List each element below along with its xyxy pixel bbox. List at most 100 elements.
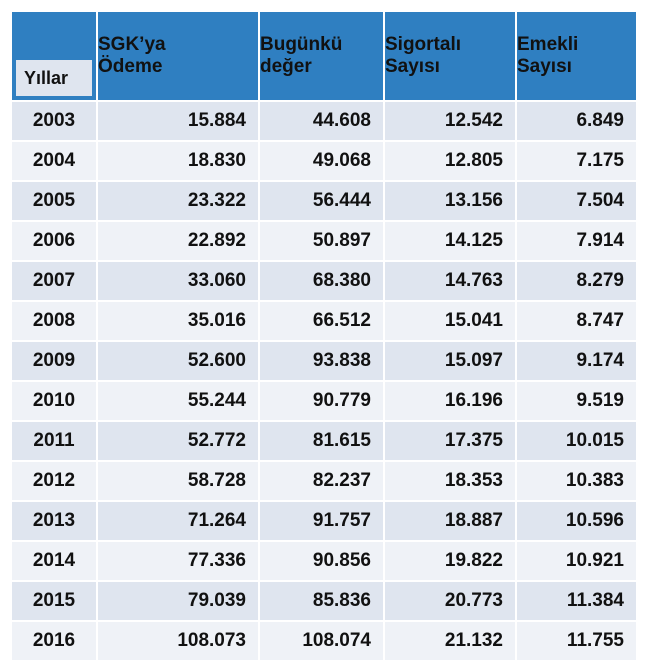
sigortali-cell: 13.156 — [383, 180, 517, 222]
sigortali-cell: 18.353 — [383, 460, 517, 502]
sgk-cell: 58.728 — [96, 460, 260, 502]
header-row: Yıllar SGK’ya Ödeme Bugünkü değer Sigort… — [10, 10, 638, 102]
emekli-header-line2: Sayısı — [517, 56, 572, 77]
sgk-cell: 55.244 — [96, 380, 260, 422]
emekli-cell: 7.504 — [515, 180, 638, 222]
emekli-cell: 8.279 — [515, 260, 638, 302]
bugunku-cell: 108.074 — [258, 620, 385, 662]
header-cell-years: Yıllar — [10, 10, 98, 102]
year-cell: 2012 — [10, 460, 98, 502]
table-row: 2003 15.884 44.608 12.542 6.849 — [10, 100, 638, 142]
emekli-cell: 9.519 — [515, 380, 638, 422]
bugunku-cell: 44.608 — [258, 100, 385, 142]
sigortali-cell: 18.887 — [383, 500, 517, 542]
years-header-label: Yıllar — [16, 60, 92, 96]
emekli-cell: 11.384 — [515, 580, 638, 622]
sgk-cell: 35.016 — [96, 300, 260, 342]
year-cell: 2010 — [10, 380, 98, 422]
emekli-cell: 8.747 — [515, 300, 638, 342]
bugunku-header-line1: Bugünkü — [260, 34, 343, 55]
emekli-cell: 7.175 — [515, 140, 638, 182]
emekli-cell: 7.914 — [515, 220, 638, 262]
sigortali-cell: 21.132 — [383, 620, 517, 662]
year-cell: 2014 — [10, 540, 98, 582]
sigortali-cell: 20.773 — [383, 580, 517, 622]
header-cell-sgk: SGK’ya Ödeme — [96, 10, 260, 102]
sigortali-cell: 15.097 — [383, 340, 517, 382]
table-row: 2015 79.039 85.836 20.773 11.384 — [10, 580, 638, 622]
emekli-cell: 10.015 — [515, 420, 638, 462]
data-table: Yıllar SGK’ya Ödeme Bugünkü değer Sigort… — [10, 10, 638, 662]
table-row: 2014 77.336 90.856 19.822 10.921 — [10, 540, 638, 582]
year-cell: 2005 — [10, 180, 98, 222]
table-row: 2011 52.772 81.615 17.375 10.015 — [10, 420, 638, 462]
sigortali-cell: 14.125 — [383, 220, 517, 262]
sigortali-cell: 16.196 — [383, 380, 517, 422]
bugunku-cell: 66.512 — [258, 300, 385, 342]
year-cell: 2006 — [10, 220, 98, 262]
table-row: 2006 22.892 50.897 14.125 7.914 — [10, 220, 638, 262]
sgk-cell: 23.322 — [96, 180, 260, 222]
table-body: 2003 15.884 44.608 12.542 6.849 2004 18.… — [10, 100, 638, 662]
sigortali-cell: 12.805 — [383, 140, 517, 182]
year-cell: 2009 — [10, 340, 98, 382]
sigortali-header-line1: Sigortalı — [385, 34, 462, 55]
sigortali-header-line2: Sayısı — [385, 56, 440, 77]
bugunku-cell: 82.237 — [258, 460, 385, 502]
bugunku-cell: 90.779 — [258, 380, 385, 422]
sgk-cell: 71.264 — [96, 500, 260, 542]
sgk-cell: 18.830 — [96, 140, 260, 182]
table-row: 2013 71.264 91.757 18.887 10.596 — [10, 500, 638, 542]
emekli-cell: 10.596 — [515, 500, 638, 542]
year-cell: 2004 — [10, 140, 98, 182]
sgk-cell: 15.884 — [96, 100, 260, 142]
bugunku-cell: 49.068 — [258, 140, 385, 182]
bugunku-cell: 85.836 — [258, 580, 385, 622]
header-cell-bugunku: Bugünkü değer — [258, 10, 385, 102]
emekli-cell: 6.849 — [515, 100, 638, 142]
bugunku-cell: 56.444 — [258, 180, 385, 222]
sgk-header-line1: SGK’ya — [98, 34, 166, 55]
bugunku-cell: 68.380 — [258, 260, 385, 302]
header-cell-emekli: Emekli Sayısı — [515, 10, 638, 102]
sigortali-cell: 12.542 — [383, 100, 517, 142]
bugunku-cell: 50.897 — [258, 220, 385, 262]
year-cell: 2007 — [10, 260, 98, 302]
sgk-cell: 108.073 — [96, 620, 260, 662]
bugunku-header-line2: değer — [260, 56, 312, 77]
data-table-container: Yıllar SGK’ya Ödeme Bugünkü değer Sigort… — [10, 10, 638, 662]
table-row: 2012 58.728 82.237 18.353 10.383 — [10, 460, 638, 502]
table-row: 2009 52.600 93.838 15.097 9.174 — [10, 340, 638, 382]
bugunku-cell: 91.757 — [258, 500, 385, 542]
sgk-cell: 77.336 — [96, 540, 260, 582]
table-row: 2004 18.830 49.068 12.805 7.175 — [10, 140, 638, 182]
bugunku-cell: 93.838 — [258, 340, 385, 382]
sgk-cell: 52.600 — [96, 340, 260, 382]
sigortali-cell: 17.375 — [383, 420, 517, 462]
sgk-cell: 79.039 — [96, 580, 260, 622]
table-row: 2007 33.060 68.380 14.763 8.279 — [10, 260, 638, 302]
sigortali-cell: 19.822 — [383, 540, 517, 582]
table-row: 2008 35.016 66.512 15.041 8.747 — [10, 300, 638, 342]
year-cell: 2016 — [10, 620, 98, 662]
sigortali-cell: 14.763 — [383, 260, 517, 302]
sgk-header-line2: Ödeme — [98, 56, 163, 77]
table-row: 2010 55.244 90.779 16.196 9.519 — [10, 380, 638, 422]
sgk-cell: 22.892 — [96, 220, 260, 262]
sgk-cell: 52.772 — [96, 420, 260, 462]
year-cell: 2013 — [10, 500, 98, 542]
table-row: 2005 23.322 56.444 13.156 7.504 — [10, 180, 638, 222]
emekli-cell: 10.383 — [515, 460, 638, 502]
table-row: 2016 108.073 108.074 21.132 11.755 — [10, 620, 638, 662]
emekli-cell: 9.174 — [515, 340, 638, 382]
header-cell-sigortali: Sigortalı Sayısı — [383, 10, 517, 102]
emekli-cell: 10.921 — [515, 540, 638, 582]
bugunku-cell: 81.615 — [258, 420, 385, 462]
year-cell: 2015 — [10, 580, 98, 622]
emekli-header-line1: Emekli — [517, 34, 579, 55]
year-cell: 2008 — [10, 300, 98, 342]
sgk-cell: 33.060 — [96, 260, 260, 302]
sigortali-cell: 15.041 — [383, 300, 517, 342]
year-cell: 2003 — [10, 100, 98, 142]
emekli-cell: 11.755 — [515, 620, 638, 662]
